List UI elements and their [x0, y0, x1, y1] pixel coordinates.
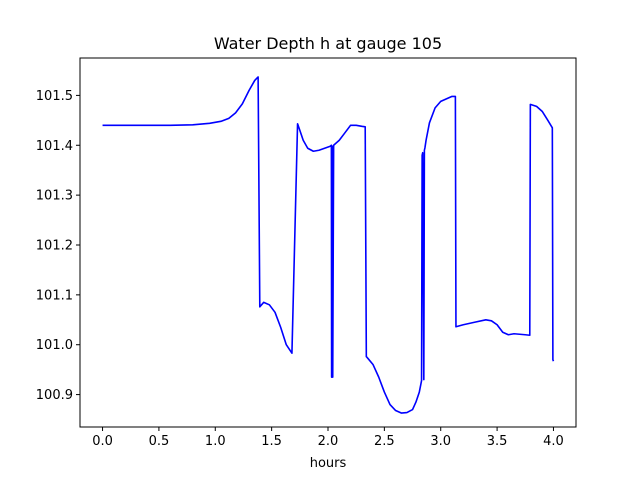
x-tick-label: 1.5 [261, 434, 282, 449]
x-axis: 0.0 0.5 1.0 1.5 2.0 2.5 3.0 3.5 4.0 [92, 427, 564, 449]
y-tick-label: 101.5 [36, 89, 73, 104]
series-layer [102, 76, 555, 414]
x-tick-label: 2.5 [374, 434, 395, 449]
y-axis: 100.9 101.0 101.1 101.2 101.3 101.4 101.5 [36, 89, 80, 403]
y-tick-label: 100.9 [36, 388, 73, 403]
y-tick-label: 101.1 [36, 288, 73, 303]
y-tick-label: 101.0 [36, 338, 73, 353]
x-tick-label: 2.0 [318, 434, 339, 449]
y-tick-label: 101.3 [36, 189, 73, 204]
chart-title: Water Depth h at gauge 105 [214, 34, 442, 53]
x-tick-label: 0.0 [92, 434, 113, 449]
y-tick-label: 101.4 [36, 139, 73, 154]
series-line-0 [102, 76, 555, 414]
y-tick-label: 101.2 [36, 238, 73, 253]
x-tick-label: 0.5 [149, 434, 170, 449]
x-tick-label: 1.0 [205, 434, 226, 449]
x-tick-label: 3.0 [430, 434, 451, 449]
x-tick-label: 3.5 [487, 434, 508, 449]
x-tick-label: 4.0 [543, 434, 564, 449]
x-axis-label: hours [310, 456, 347, 471]
